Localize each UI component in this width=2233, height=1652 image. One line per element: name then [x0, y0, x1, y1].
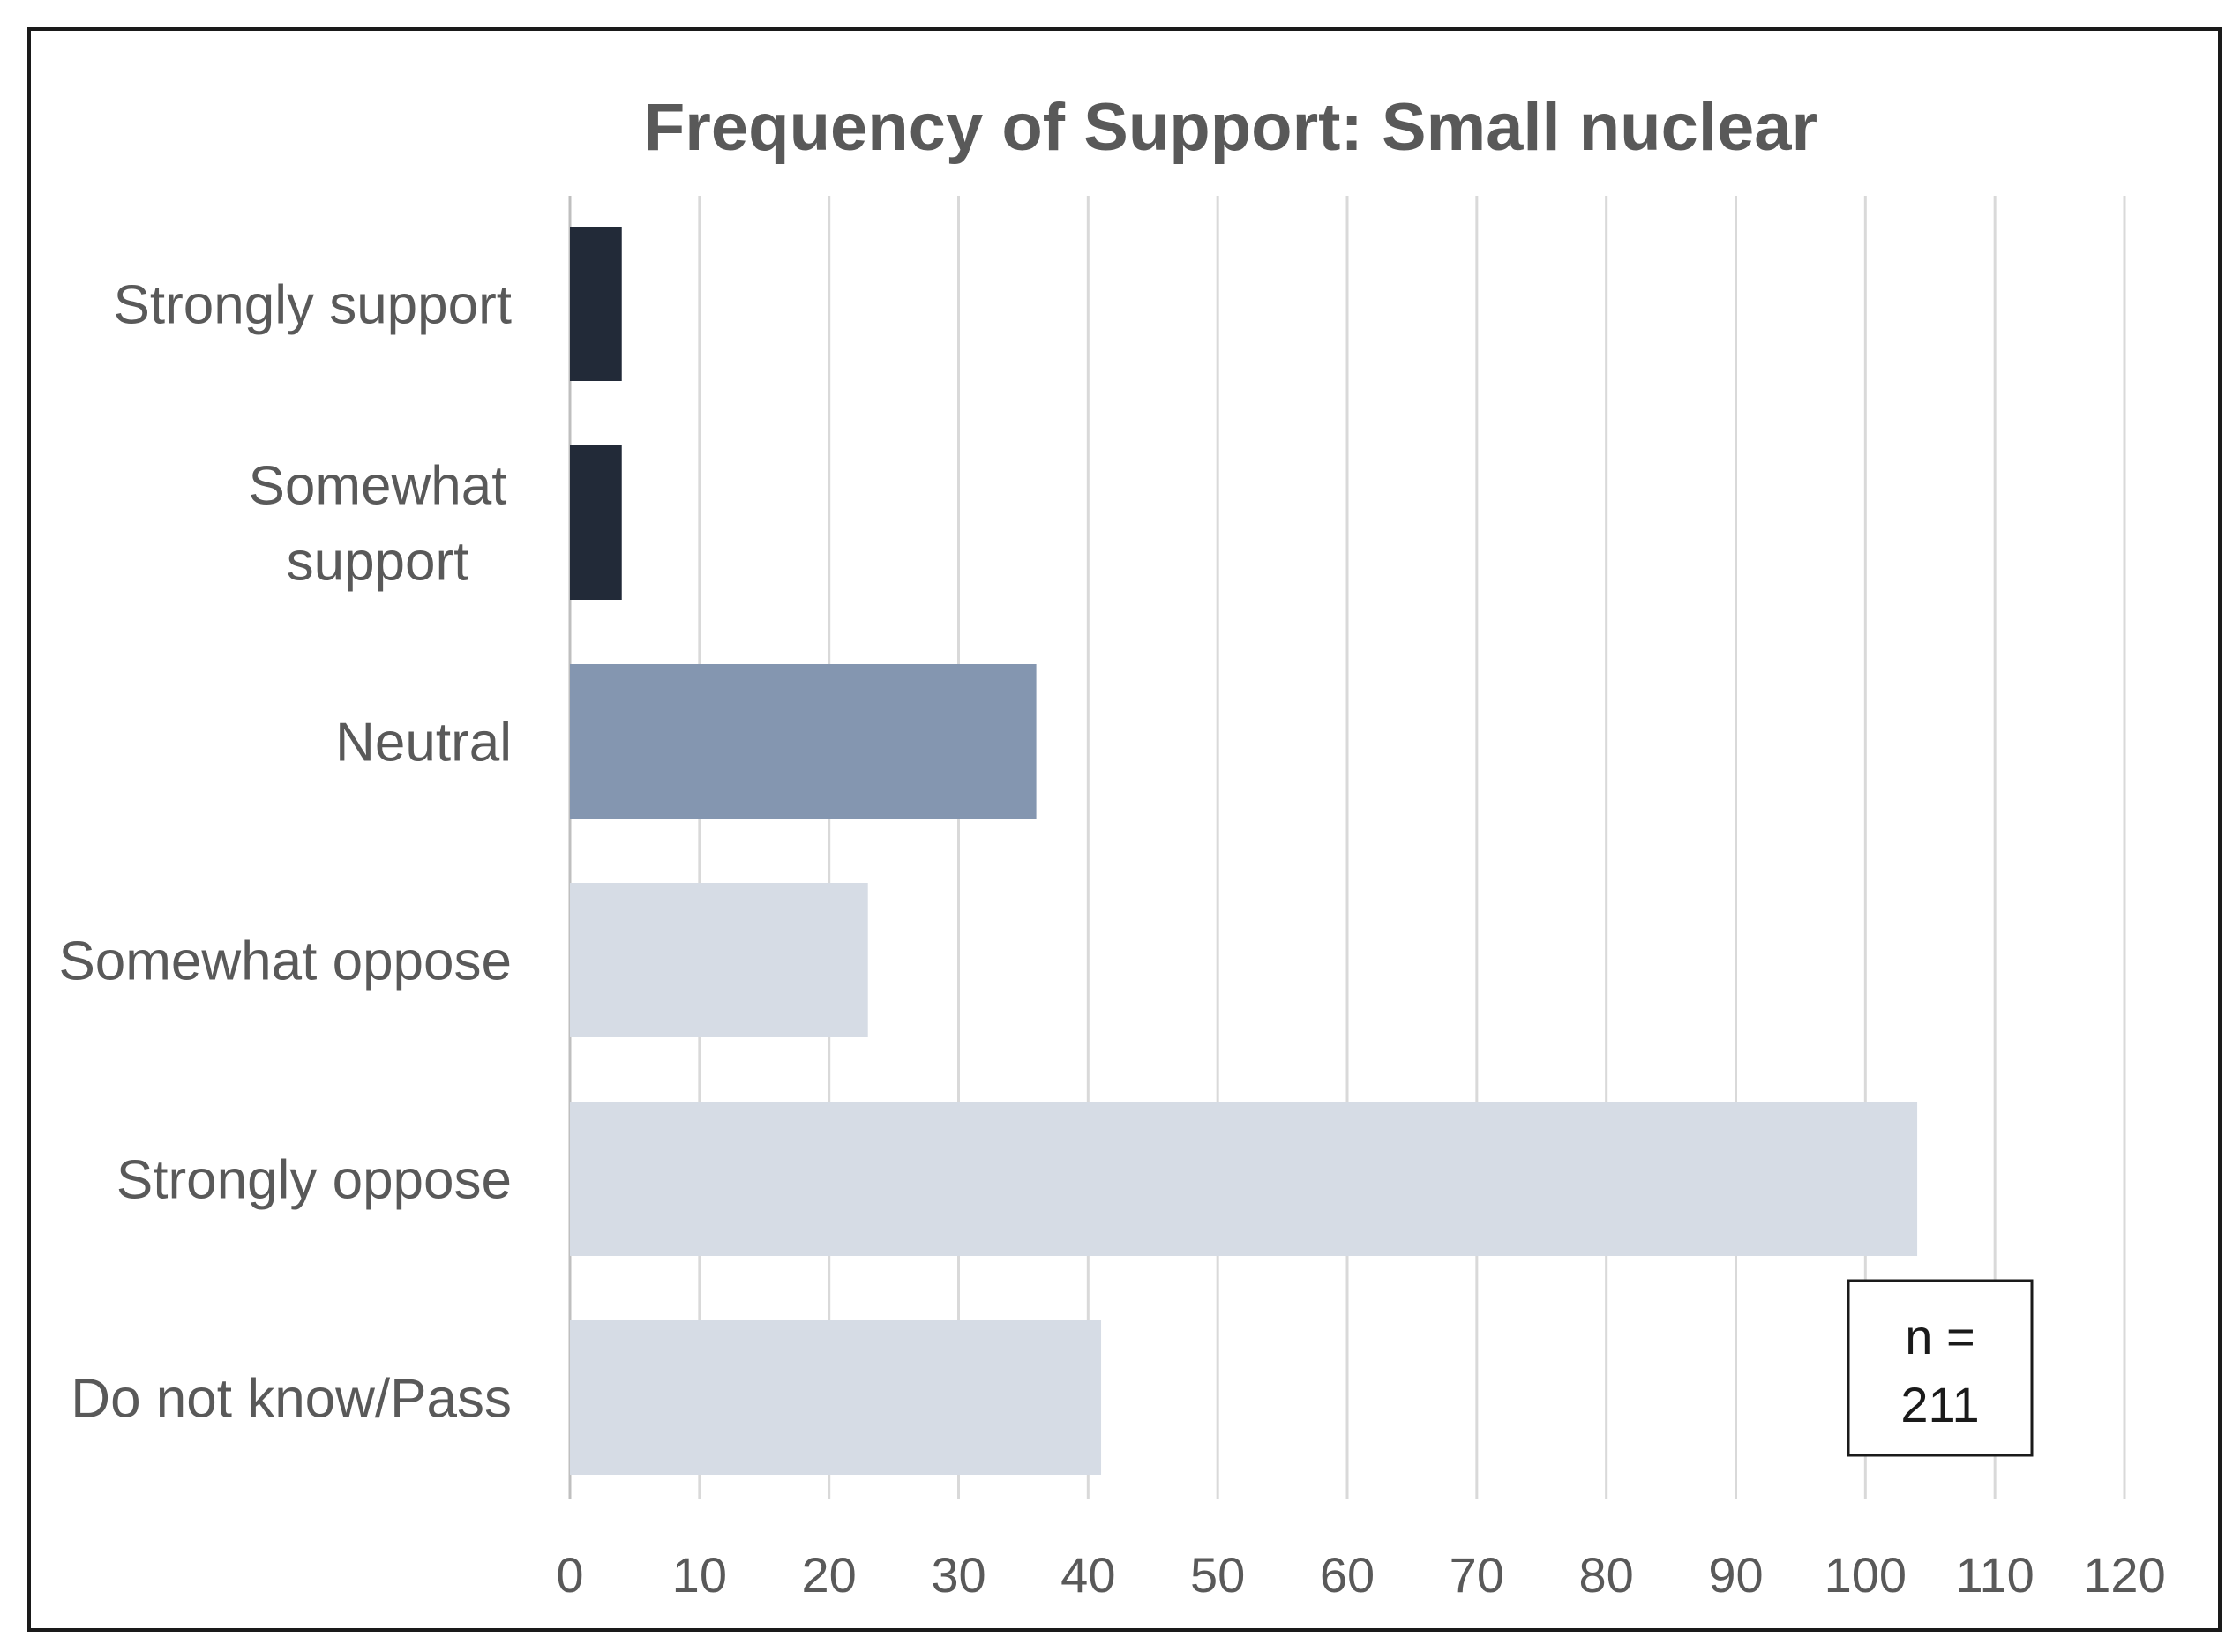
grid-lines	[568, 196, 2126, 1499]
x-axis-tick-labels: 0 10 20 30 40 50 60 70 80 90 100 110 120	[556, 1547, 2165, 1603]
x-tick-label: 30	[931, 1547, 985, 1603]
x-tick-label: 110	[1956, 1547, 2034, 1603]
category-label: Strongly oppose	[116, 1150, 512, 1211]
x-tick-label: 0	[556, 1547, 583, 1603]
x-tick-label: 90	[1708, 1547, 1763, 1603]
annotation-text: 211	[1900, 1377, 1979, 1432]
category-label: Neutral	[335, 713, 512, 774]
category-label: Somewhat	[249, 456, 507, 517]
bar-1	[570, 445, 622, 600]
bar-2	[570, 664, 1037, 819]
x-tick-label: 70	[1450, 1547, 1504, 1603]
bar-5	[570, 1320, 1102, 1475]
category-label: support	[287, 532, 469, 593]
category-label: Somewhat oppose	[58, 931, 512, 992]
bar-0	[570, 227, 622, 381]
bar-3	[570, 883, 868, 1037]
x-tick-label: 120	[2083, 1547, 2165, 1603]
chart-title: Frequency of Support: Small nuclear	[644, 90, 1817, 165]
sample-size-annotation: n = 211	[1847, 1279, 2034, 1457]
category-label: Do not know/Pass	[71, 1369, 512, 1430]
bars	[570, 227, 1918, 1475]
bar-4	[570, 1102, 1918, 1256]
annotation-text: n =	[1905, 1309, 1974, 1364]
x-tick-label: 10	[672, 1547, 727, 1603]
x-tick-label: 100	[1825, 1547, 1907, 1603]
category-label: Strongly support	[114, 275, 512, 336]
x-tick-label: 50	[1190, 1547, 1245, 1603]
annotation-box	[1847, 1279, 2034, 1457]
x-tick-label: 80	[1579, 1547, 1634, 1603]
x-tick-label: 20	[802, 1547, 857, 1603]
category-labels: Strongly support Somewhat support Neutral So…	[58, 275, 512, 1430]
x-tick-label: 60	[1320, 1547, 1375, 1603]
x-tick-label: 40	[1060, 1547, 1115, 1603]
